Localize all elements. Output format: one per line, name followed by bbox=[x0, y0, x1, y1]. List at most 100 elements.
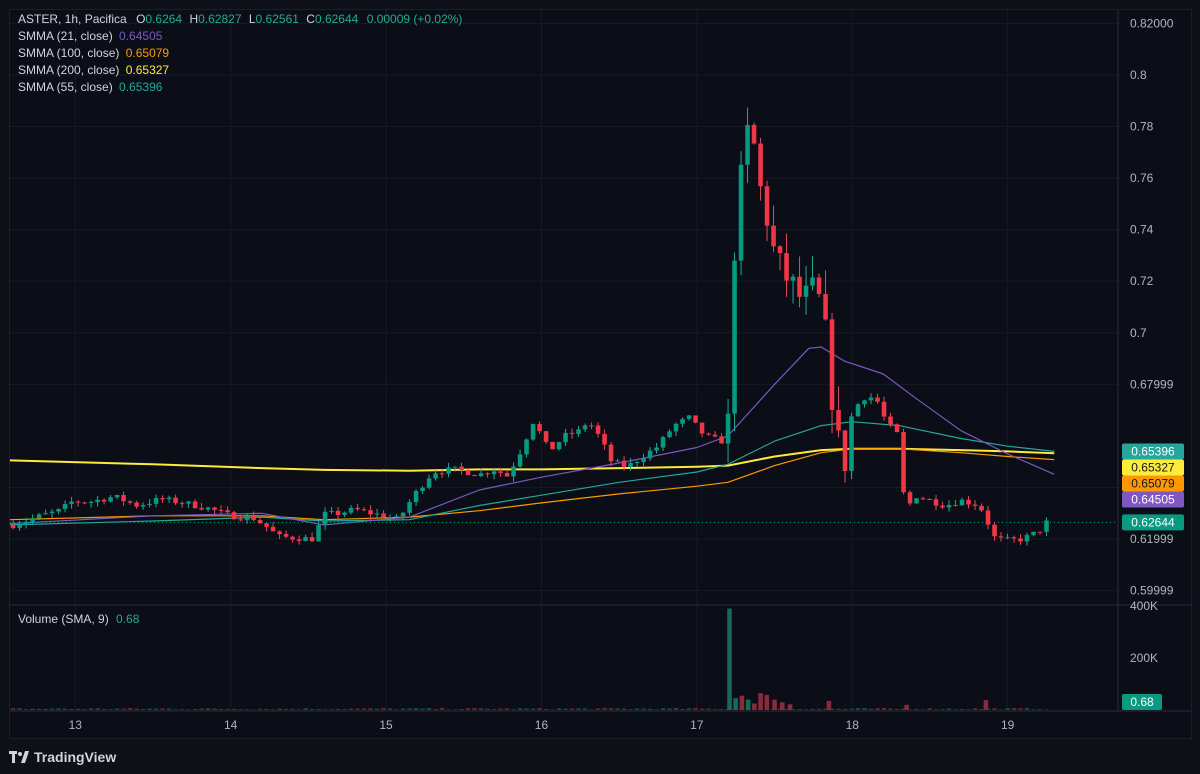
candle-body bbox=[478, 473, 484, 477]
candle-body bbox=[491, 471, 497, 475]
candle-body bbox=[680, 419, 685, 424]
candle-body bbox=[823, 294, 828, 320]
volume-axis-label: 400K bbox=[1130, 599, 1158, 613]
volume-bar bbox=[836, 708, 841, 710]
candle-body bbox=[270, 526, 276, 532]
candle-body bbox=[400, 512, 406, 517]
volume-bar bbox=[602, 707, 607, 710]
open-label: O bbox=[136, 12, 146, 26]
volume-bar bbox=[946, 708, 952, 710]
price-axis-label: 0.72 bbox=[1130, 274, 1154, 288]
candle-body bbox=[771, 225, 776, 247]
volume-bar bbox=[114, 708, 120, 710]
candle-body bbox=[634, 462, 640, 464]
indicator-value: 0.65396 bbox=[119, 80, 163, 94]
volume-bar bbox=[608, 708, 614, 710]
indicator-row-smma-200[interactable]: SMMA (200, close) 0.65327 bbox=[18, 62, 462, 79]
volume-bar bbox=[787, 704, 793, 710]
volume-bar bbox=[446, 709, 451, 710]
volume-bar bbox=[686, 708, 692, 710]
indicator-row-smma-55[interactable]: SMMA (55, close) 0.65396 bbox=[18, 79, 462, 96]
candle-body bbox=[433, 473, 438, 479]
candle-body bbox=[719, 436, 724, 444]
candle-body bbox=[998, 536, 1004, 538]
candle-body bbox=[641, 458, 646, 463]
volume-bar bbox=[803, 709, 809, 710]
volume-bar bbox=[75, 708, 81, 710]
volume-bar bbox=[979, 709, 984, 710]
low-label: L bbox=[248, 12, 256, 26]
candle-body bbox=[914, 498, 919, 504]
volume-bar bbox=[439, 707, 445, 710]
candle-body bbox=[303, 537, 308, 541]
symbol-label[interactable]: ASTER, 1h, Pacifica bbox=[18, 12, 127, 26]
close-label: C bbox=[306, 12, 315, 26]
smma-100-line bbox=[9, 448, 1055, 521]
volume-legend[interactable]: Volume (SMA, 9) 0.68 bbox=[18, 612, 139, 626]
volume-bar bbox=[556, 708, 562, 710]
volume-bar bbox=[342, 709, 347, 710]
indicator-row-smma-21[interactable]: SMMA (21, close) 0.64505 bbox=[18, 28, 462, 45]
volume-bar bbox=[875, 708, 880, 710]
candle-body bbox=[36, 514, 42, 519]
candle-body bbox=[446, 467, 451, 474]
candle-body bbox=[1044, 520, 1049, 532]
volume-bar bbox=[888, 708, 893, 710]
candle-body bbox=[1005, 537, 1010, 539]
volume-bar bbox=[524, 708, 529, 710]
indicator-row-smma-100[interactable]: SMMA (100, close) 0.65079 bbox=[18, 45, 462, 62]
price-axis-label: 0.8 bbox=[1130, 68, 1147, 82]
volume-bar bbox=[192, 708, 198, 710]
volume-bar bbox=[983, 700, 989, 710]
candle-body bbox=[95, 499, 100, 503]
candle-body bbox=[1024, 535, 1030, 542]
candle-body bbox=[504, 472, 510, 477]
candle-body bbox=[777, 246, 783, 254]
indicator-label: SMMA (21, close) bbox=[18, 29, 113, 43]
candle-body bbox=[465, 470, 471, 476]
candle-body bbox=[277, 531, 282, 535]
candle-body bbox=[907, 492, 913, 504]
candle-body bbox=[862, 400, 867, 405]
volume-bar bbox=[530, 708, 536, 710]
volume-bar bbox=[17, 708, 22, 710]
volume-bar bbox=[478, 708, 484, 710]
volume-bar bbox=[1011, 708, 1017, 710]
volume-bar bbox=[355, 708, 360, 710]
candle-body bbox=[699, 422, 705, 434]
candle-body bbox=[790, 276, 796, 281]
candle-body bbox=[628, 462, 633, 467]
candle-body bbox=[602, 433, 607, 445]
candle-body bbox=[329, 510, 334, 512]
candle-body bbox=[712, 434, 718, 437]
candle-body bbox=[946, 504, 952, 508]
candle-body bbox=[972, 504, 978, 506]
candle-body bbox=[654, 447, 659, 451]
volume-bar bbox=[543, 709, 549, 710]
candle-body bbox=[459, 466, 464, 471]
volume-bar bbox=[998, 709, 1004, 710]
candle-body bbox=[1018, 538, 1023, 542]
volume-bar bbox=[772, 699, 777, 710]
candle-body bbox=[108, 497, 113, 502]
volume-bar bbox=[927, 708, 932, 710]
volume-bar bbox=[296, 709, 302, 710]
volume-bar bbox=[810, 708, 815, 710]
candle-body bbox=[218, 509, 224, 511]
grid bbox=[10, 10, 1191, 712]
candle-body bbox=[394, 516, 399, 518]
candle-body bbox=[745, 124, 750, 165]
volume-bars bbox=[10, 608, 1049, 710]
chart-legend: ASTER, 1h, Pacifica O0.6264 H0.62827 L0.… bbox=[18, 11, 462, 96]
high-value: 0.62827 bbox=[198, 12, 242, 26]
candle-body bbox=[166, 497, 172, 500]
volume-bar bbox=[1024, 707, 1030, 710]
volume-bar bbox=[361, 708, 367, 710]
volume-value: 0.68 bbox=[116, 612, 140, 626]
candle-body bbox=[101, 499, 107, 502]
volume-axis-label: 200K bbox=[1130, 651, 1158, 665]
candle-body bbox=[452, 466, 458, 468]
axes: 0.820000.80.780.760.740.720.70.679990.63… bbox=[69, 16, 1174, 732]
volume-bar bbox=[465, 708, 471, 710]
